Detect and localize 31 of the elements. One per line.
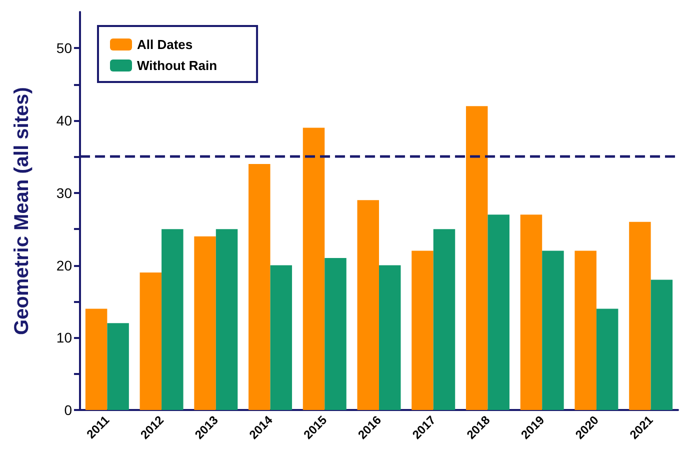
bar [629,222,651,410]
bar [162,229,184,410]
bar [596,308,618,410]
legend-label: Without Rain [137,58,218,73]
bar [520,214,542,410]
bar [194,236,216,410]
bar [270,265,292,410]
y-tick-label: 40 [56,112,72,129]
bar [574,250,596,410]
y-tick-label: 20 [56,257,72,274]
bar [107,323,129,410]
bar [433,229,456,410]
bar [357,200,379,410]
bar [216,229,238,410]
bar [85,308,108,410]
bar [324,258,346,410]
bar [488,214,510,410]
bar [412,250,434,410]
bar [466,106,488,410]
y-tick-label: 30 [56,184,72,201]
y-tick-label: 50 [56,40,72,56]
y-axis-title: Geometric Mean (all sites) [11,87,33,335]
y-tick-label: 10 [56,330,72,346]
bar [542,250,564,410]
bar [140,272,162,410]
bar [302,128,325,410]
bar [650,280,673,410]
y-tick-label: 0 [64,402,72,418]
bar [379,265,401,410]
legend-label: All Dates [137,37,193,52]
bar [248,164,270,410]
